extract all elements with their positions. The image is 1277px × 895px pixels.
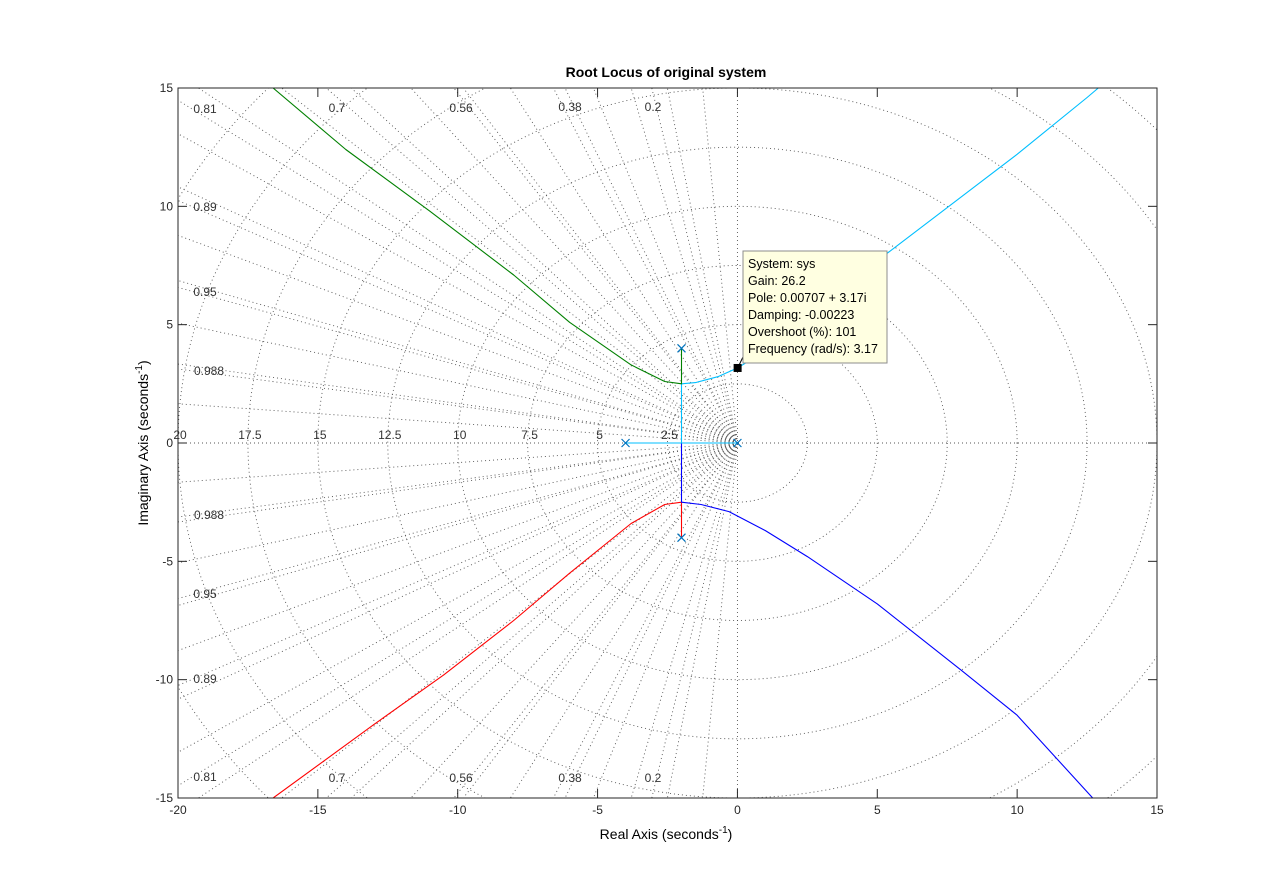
locus-branches	[272, 88, 1099, 798]
frequency-circle	[387, 146, 1088, 740]
damping-label: 0.89	[193, 200, 217, 214]
x-tick-label: -5	[592, 803, 603, 817]
damping-ray	[178, 442, 738, 564]
damping-ray	[325, 442, 738, 798]
damping-label: 0.2	[645, 771, 662, 785]
y-axis-label: Imaginary Axis (seconds-1)	[134, 360, 151, 525]
damping-ray	[509, 442, 738, 798]
damping-label: 0.95	[193, 587, 217, 601]
datatip-overshoot: Overshoot (%): 101	[748, 325, 856, 339]
y-tick-label: 15	[160, 81, 174, 95]
frequency-label: 12.5	[378, 428, 402, 442]
damping-ray	[325, 88, 738, 444]
x-tick-label: 15	[1150, 803, 1164, 817]
datatip[interactable]: System: sys Gain: 26.2 Pole: 0.00707 + 3…	[733, 250, 888, 372]
x-axis-unit-exponent: -1	[719, 825, 728, 836]
y-axis-unit-exponent: -1	[134, 365, 145, 374]
damping-label: 0.2	[645, 100, 662, 114]
frequency-circle	[667, 383, 808, 503]
frequency-label: 15	[313, 428, 327, 442]
datatip-gain: Gain: 26.2	[748, 274, 806, 288]
y-tick-label: 0	[166, 436, 173, 450]
frequency-circle	[597, 324, 878, 562]
pole-marker-1	[677, 343, 686, 353]
datatip-box	[742, 250, 888, 364]
damping-ray	[197, 88, 738, 444]
grid-labels: 0.81 0.81 0.7 0.7 0.56 0.56 0.38 0.38 0.2 0.2 0.89…	[173, 100, 678, 785]
frequency-label: 5	[596, 428, 603, 442]
damping-ray	[509, 88, 738, 444]
locus-branch-3	[272, 501, 683, 798]
damping-label: 0.81	[193, 102, 217, 116]
damping-label: 0.56	[449, 101, 473, 115]
datatip-damping: Damping: -0.00223	[748, 308, 854, 322]
x-tick-label: -15	[309, 803, 327, 817]
x-tick-label: 0	[734, 803, 741, 817]
frequency-label: 10	[453, 428, 467, 442]
datatip-system: System: sys	[748, 257, 815, 271]
damping-label: 0.988	[194, 364, 224, 378]
locus-branch-4	[680, 443, 1094, 798]
chart-title: Root Locus of original system	[566, 64, 767, 80]
datatip-frequency: Frequency (rad/s): 3.17	[748, 342, 878, 356]
y-tick-label: -10	[156, 673, 174, 687]
damping-label: 0.38	[558, 100, 582, 114]
y-axis-label-text: Imaginary Axis (seconds	[135, 374, 151, 526]
y-tick-label: -5	[162, 554, 173, 568]
damping-ray	[178, 322, 738, 444]
damping-label: 0.38	[558, 771, 582, 785]
damping-ray	[178, 442, 738, 700]
frequency-label: 17.5	[238, 428, 262, 442]
y-axis-label-close: )	[135, 360, 151, 365]
pole-marker-4	[733, 438, 742, 448]
damping-ray	[197, 442, 738, 798]
x-axis-label-close: )	[728, 826, 733, 842]
pole-marker-3	[621, 438, 630, 448]
damping-label: 0.89	[193, 672, 217, 686]
frequency-label: 7.5	[521, 428, 538, 442]
datatip-marker[interactable]	[733, 363, 742, 372]
x-tick-label: -20	[169, 803, 187, 817]
damping-label: 0.56	[449, 771, 473, 785]
damping-label: 0.7	[329, 771, 346, 785]
x-tick-label: 10	[1010, 803, 1024, 817]
frequency-circle	[457, 205, 1018, 681]
damping-ray	[178, 442, 738, 686]
frequency-label: 2.5	[661, 428, 678, 442]
x-tick-label: 5	[874, 803, 881, 817]
damping-label: 0.95	[193, 285, 217, 299]
x-tick-label: -10	[449, 803, 467, 817]
pole-marker-2	[677, 533, 686, 543]
damping-label: 0.988	[194, 508, 224, 522]
datatip-pole: Pole: 0.00707 + 3.17i	[748, 291, 867, 305]
damping-ray	[178, 200, 738, 444]
damping-label: 0.81	[193, 770, 217, 784]
x-axis-label-text: Real Axis (seconds	[600, 826, 719, 842]
frequency-label: 20	[173, 428, 187, 442]
y-tick-label: 5	[166, 318, 173, 332]
damping-ray	[178, 186, 738, 444]
pole-markers	[621, 343, 742, 543]
y-tick-label: -15	[156, 791, 174, 805]
damping-label: 0.7	[329, 101, 346, 115]
y-tick-label: 10	[160, 199, 174, 213]
x-axis-label: Real Axis (seconds-1)	[600, 825, 733, 842]
locus-branch-2	[272, 88, 683, 385]
